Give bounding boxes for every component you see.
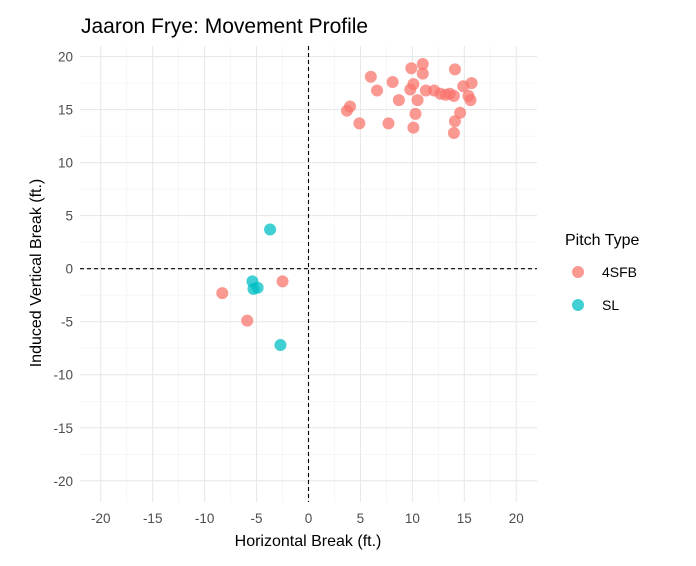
x-tick-labels: -20 -15 -10 -5 0 5 10 15 20 xyxy=(91,511,524,526)
legend-key-4sfb xyxy=(572,266,584,278)
data-point-4sfb xyxy=(419,84,432,97)
data-point-4sfb xyxy=(405,62,418,75)
data-point-4sfb xyxy=(409,107,422,120)
x-axis-label: Horizontal Break (ft.) xyxy=(235,533,382,550)
y-axis-label: Induced Vertical Break (ft.) xyxy=(28,179,45,368)
legend: Pitch Type 4SFB SL xyxy=(565,232,640,313)
legend-label-sl: SL xyxy=(602,297,619,313)
y-tick-label: -15 xyxy=(53,421,73,436)
legend-title: Pitch Type xyxy=(565,232,640,249)
data-point-4sfb xyxy=(411,94,424,107)
x-tick-label: -5 xyxy=(251,511,263,526)
data-point-4sfb xyxy=(392,94,405,107)
data-point-4sfb xyxy=(416,67,429,80)
y-tick-label: -20 xyxy=(53,474,73,489)
chart-title: Jaaron Frye: Movement Profile xyxy=(81,15,368,38)
data-point-4sfb xyxy=(448,115,461,128)
data-point-4sfb xyxy=(241,314,254,327)
y-tick-label: -10 xyxy=(53,368,73,383)
x-tick-label: -10 xyxy=(195,511,215,526)
data-point-4sfb xyxy=(371,84,384,97)
data-point-sl xyxy=(274,339,287,352)
data-point-4sfb xyxy=(353,117,366,130)
data-point-sl xyxy=(264,223,277,236)
data-point-4sfb xyxy=(404,83,417,96)
legend-key-sl xyxy=(572,299,584,311)
y-tick-label: 0 xyxy=(65,262,73,277)
data-point-4sfb xyxy=(447,126,460,139)
data-point-4sfb xyxy=(386,76,399,89)
data-point-4sfb xyxy=(382,117,395,130)
data-point-4sfb xyxy=(276,275,289,288)
x-tick-label: 15 xyxy=(457,511,472,526)
data-point-4sfb xyxy=(448,63,461,76)
x-tick-label: 20 xyxy=(509,511,524,526)
y-tick-label: 15 xyxy=(58,103,73,118)
data-point-4sfb xyxy=(465,77,478,90)
y-tick-label: -5 xyxy=(61,315,73,330)
data-point-4sfb xyxy=(407,121,420,134)
x-tick-label: -20 xyxy=(91,511,111,526)
x-tick-label: 10 xyxy=(405,511,420,526)
y-tick-label: 20 xyxy=(58,50,73,65)
data-point-4sfb xyxy=(416,58,429,71)
data-point-sl xyxy=(251,281,264,294)
reference-lines xyxy=(80,46,537,502)
y-tick-labels: -20 -15 -10 -5 0 5 10 15 20 xyxy=(53,50,73,489)
data-point-4sfb xyxy=(447,89,460,102)
data-point-4sfb xyxy=(216,287,229,300)
x-tick-label: -15 xyxy=(143,511,163,526)
x-tick-label: 5 xyxy=(357,511,365,526)
data-point-4sfb xyxy=(464,94,477,107)
y-tick-label: 5 xyxy=(65,209,73,224)
legend-label-4sfb: 4SFB xyxy=(602,264,637,280)
data-point-4sfb xyxy=(364,70,377,83)
y-tick-label: 10 xyxy=(58,156,73,171)
x-tick-label: 0 xyxy=(305,511,313,526)
data-points xyxy=(216,58,478,352)
data-point-4sfb xyxy=(340,104,353,117)
